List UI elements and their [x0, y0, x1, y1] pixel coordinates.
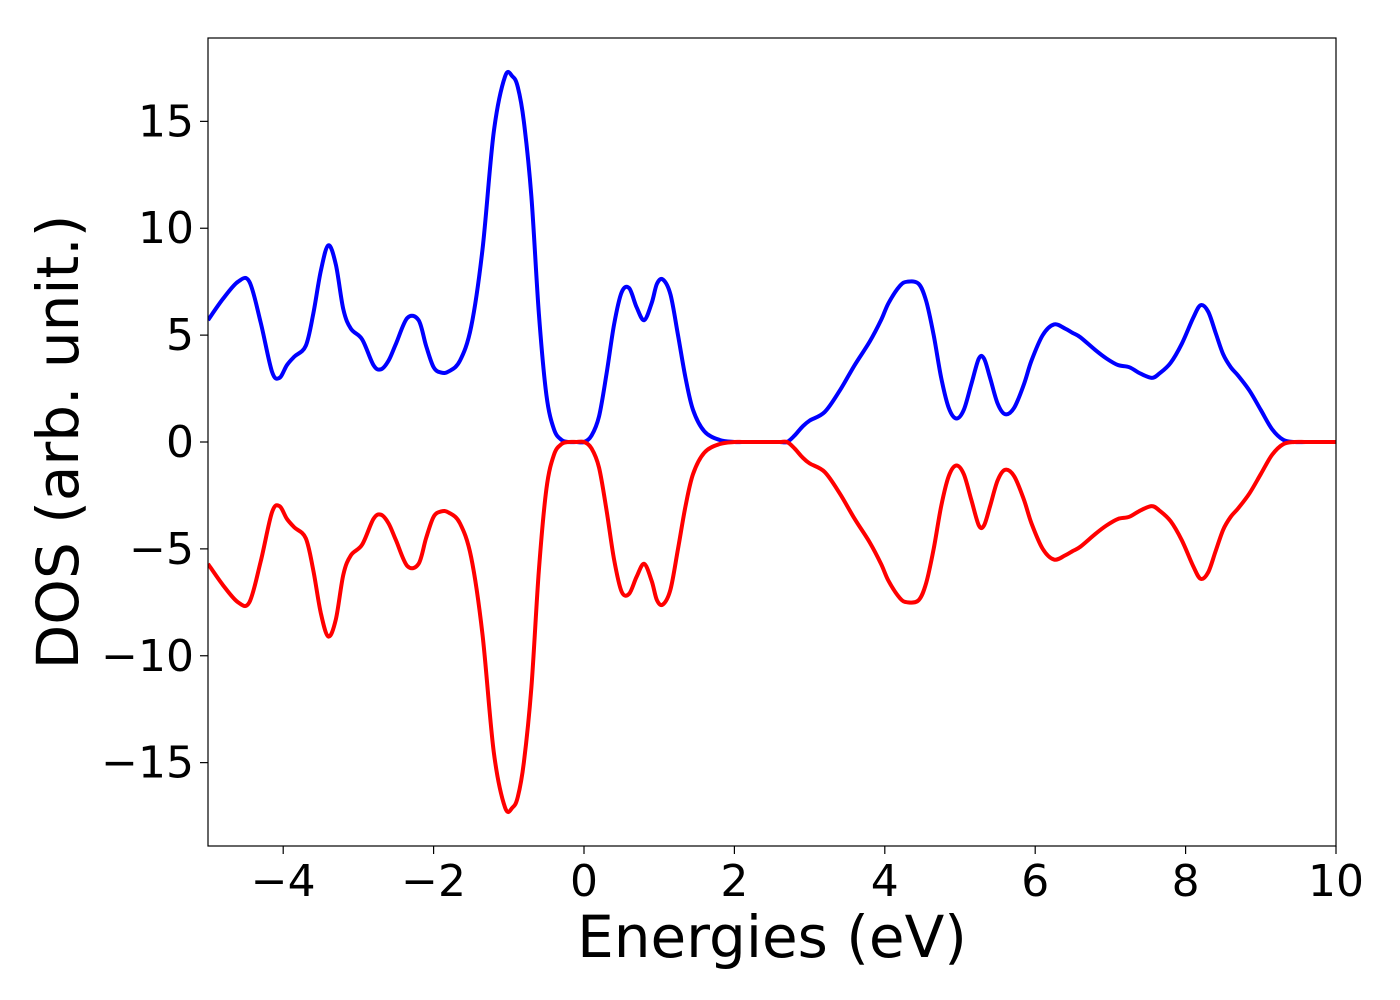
y-tick-label: −15 [101, 738, 194, 789]
x-tick-label: −2 [401, 856, 466, 907]
y-tick-label: 15 [138, 96, 194, 147]
dos-line-negative [208, 439, 1336, 815]
x-tick-label: 6 [1021, 856, 1049, 907]
x-tick-label: 10 [1308, 856, 1364, 907]
y-tick-label: −10 [101, 631, 194, 682]
y-ticks: 15 10 5 0 −5 −10 −15 [101, 96, 208, 789]
x-ticks: −4 −2 0 2 4 6 8 10 [251, 846, 1364, 907]
x-tick-label: 4 [871, 856, 899, 907]
x-tick-label: 2 [720, 856, 748, 907]
series-layer [208, 69, 1336, 815]
x-axis-label: Energies (eV) [577, 903, 967, 971]
y-axis-label: DOS (arb. unit.) [24, 215, 92, 670]
x-tick-label: −4 [251, 856, 316, 907]
x-tick-label: 8 [1172, 856, 1200, 907]
y-tick-label: −5 [129, 524, 194, 575]
dos-line-positive [208, 69, 1336, 445]
x-tick-label: 0 [570, 856, 598, 907]
y-tick-label: 5 [166, 310, 194, 361]
y-tick-label: 10 [138, 203, 194, 254]
y-tick-label: 0 [166, 417, 194, 468]
